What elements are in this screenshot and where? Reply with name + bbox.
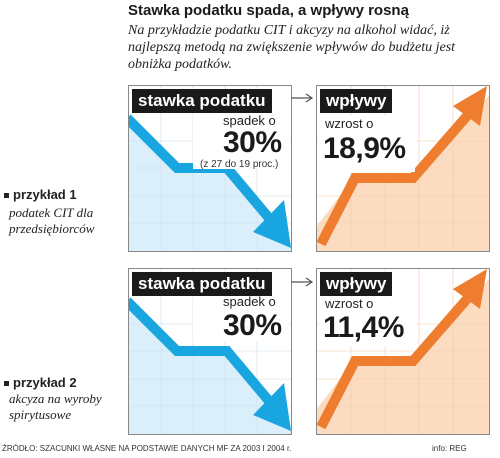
tax-value-2: 30% [223,309,282,342]
revenue-panel-2: wpływy wzrost o 11,4% [316,268,490,435]
revenue-line-1 [317,112,471,247]
tax-label-1: stawka podatku [132,89,272,113]
revenue-caption-2: wzrost o [325,296,374,311]
tax-caption-1: spadek o [223,113,276,128]
revenue-value-1: 18,9% [323,132,406,165]
revenue-arrowhead-2 [453,269,487,309]
revenue-caption-1: wzrost o [325,116,374,131]
revenue-chart-2 [317,269,489,434]
tax-note-1: (z 27 do 19 proc.) [200,159,279,170]
tax-panel-1: stawka podatku spadek o 30% (z 27 do 19 … [128,85,292,252]
tax-value-1: 30% [223,126,282,159]
revenue-label-1: wpływy [320,89,393,113]
example-2-subtitle: akcyza na wyroby spirytusowe [9,391,102,422]
tax-arrowhead-1 [253,200,291,248]
arrow-right-icon-2 [291,277,314,287]
chart-lead: Na przykładzie podatku CIT i akcyzy na a… [128,23,456,72]
chart-title: Stawka podatku spada, a wpływy rosną [128,2,409,19]
revenue-area-2 [317,279,489,434]
revenue-line-2 [317,295,471,430]
tax-caption-2: spadek o [223,294,276,309]
revenue-arrowhead-1 [453,86,487,126]
revenue-panel-1: wpływy wzrost o 18,9% [316,85,490,252]
source-note: ŹRÓDŁO: SZACUNKI WŁASNE NA PODSTAWIE DAN… [2,444,292,453]
revenue-label-2: wpływy [320,272,393,296]
revenue-value-2: 11,4% [323,311,404,344]
example-2-title: przykład 2 [4,375,77,390]
revenue-value-box-2 [319,297,415,347]
example-1-title: przykład 1 [4,187,77,202]
tax-panel-2: stawka podatku spadek o 30% [128,268,292,435]
tax-value-box-2 [193,297,289,342]
revenue-value-box-1 [319,116,415,172]
arrow-right-icon [291,93,314,103]
credit-note: info: REG [432,444,467,453]
tax-arrowhead-2 [253,383,291,431]
tax-chart-2 [129,269,291,434]
revenue-area-1 [317,96,489,251]
revenue-chart-1 [317,86,489,251]
tax-label-2: stawka podatku [132,272,272,296]
tax-line-2 [129,297,273,405]
tax-value-box-1 [193,114,289,169]
example-1-subtitle: podatek CIT dla przedsiębiorców [9,205,95,236]
